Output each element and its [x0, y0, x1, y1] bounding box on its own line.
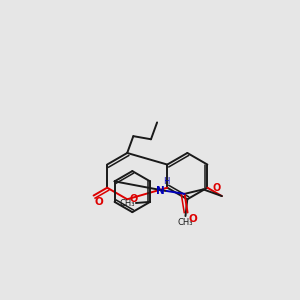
Text: N: N	[156, 186, 165, 196]
Text: H: H	[164, 177, 170, 186]
Text: O: O	[129, 194, 137, 204]
Text: CH₃: CH₃	[178, 218, 193, 226]
Text: CH₃: CH₃	[119, 199, 135, 208]
Text: O: O	[212, 183, 220, 193]
Text: O: O	[94, 197, 103, 207]
Text: O: O	[188, 214, 197, 224]
